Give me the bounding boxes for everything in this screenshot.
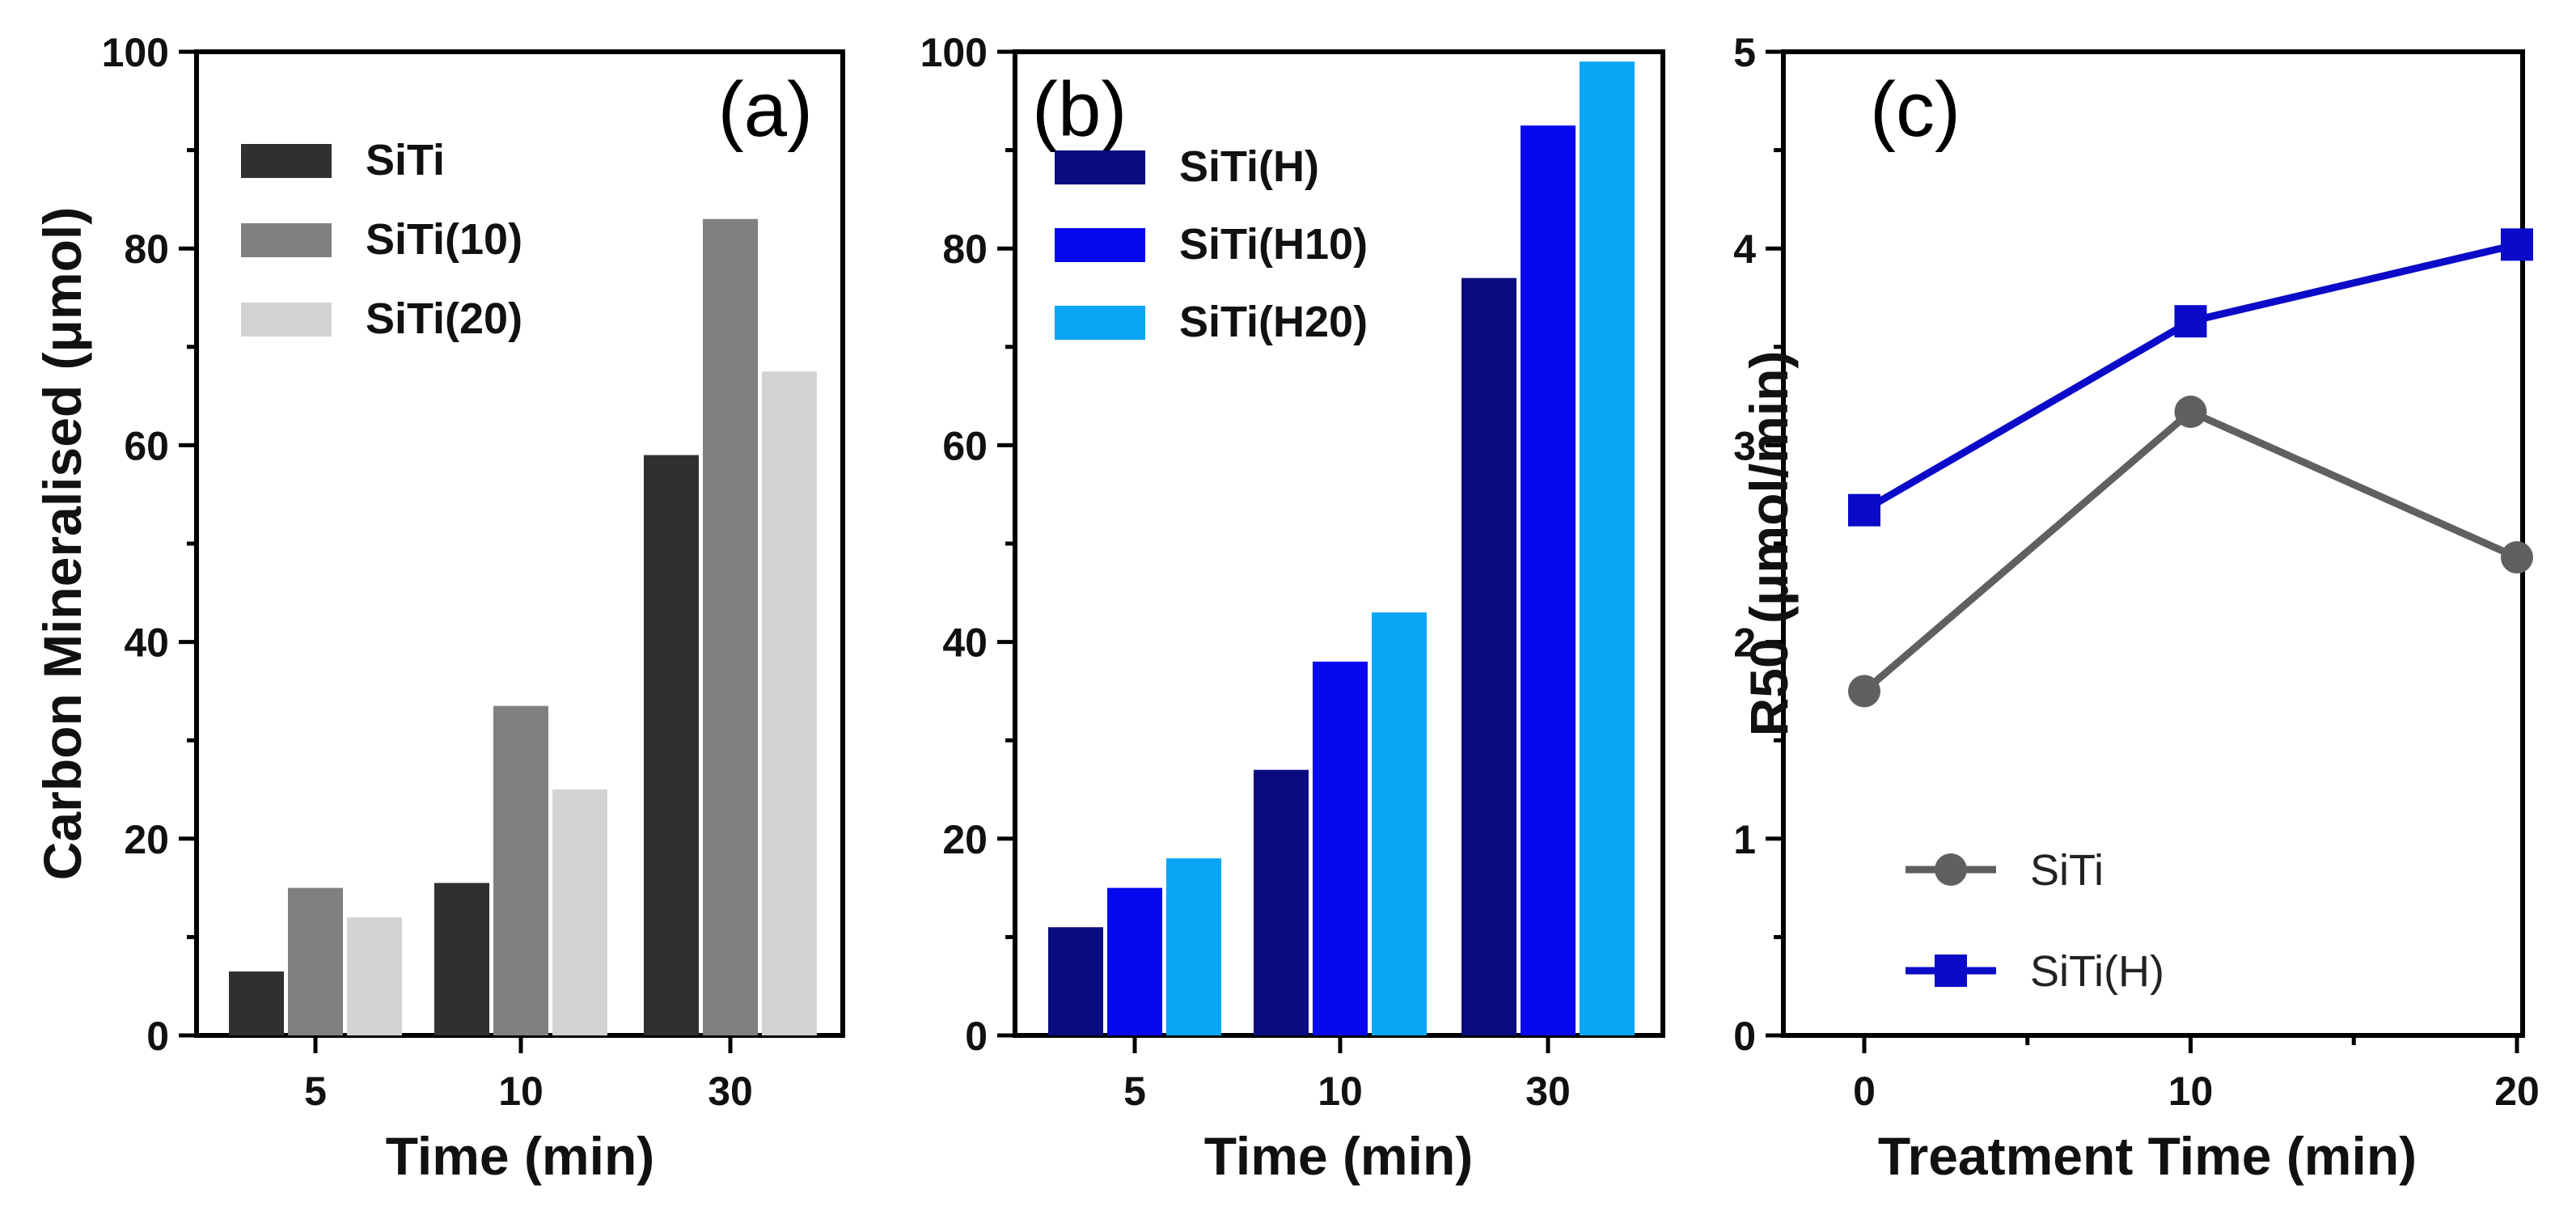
a-y-tick-label-0: 0 [146,1014,169,1059]
b-y-tick-label-60: 60 [942,423,988,468]
b-bar-siti-h10-30 [1521,125,1576,1036]
c-x-tick-label-0: 0 [1853,1069,1876,1114]
a-x-tick-label-30: 30 [708,1069,753,1114]
panel-b: 0 20 40 60 80 100 5 10 30 (b) Time (min) SiTi(H)… [920,30,1665,1186]
a-bar-siti-10 [434,883,489,1035]
b-y-tick-label-100: 100 [920,30,988,75]
c-y-tick-label-0: 0 [1733,1014,1756,1059]
c-point-siti-h-20 [2501,228,2533,261]
a-bar-siti-30 [644,455,699,1035]
c-y-tick-label-1: 1 [1733,817,1756,862]
b-x-tick-label-30: 30 [1525,1069,1571,1114]
b-bar-siti-h-30 [1461,277,1516,1035]
panel-a-legend: SiTi SiTi(10) SiTi(20) [241,136,522,343]
c-y-tick-label-4: 4 [1733,226,1756,272]
a-bar-siti-20-10 [552,790,607,1035]
legend-marker-siti-h [1935,955,1967,987]
legend-swatch-siti-h [1055,150,1145,184]
b-bar-siti-h-5 [1048,927,1103,1035]
a-y-tick-label-40: 40 [124,620,169,666]
legend-label-siti: SiTi [366,136,445,184]
a-bar-siti-5 [229,971,284,1035]
panel-a-label: (a) [718,66,813,153]
c-y-tick-label-2: 2 [1733,620,1756,666]
legend-label-siti-10: SiTi(10) [366,215,522,264]
legend-marker-siti [1935,853,1967,886]
c-point-siti-10 [2174,396,2207,429]
panel-a-bars [229,218,817,1036]
b-y-tick-label-0: 0 [965,1014,988,1059]
a-y-tick-label-80: 80 [124,226,169,272]
legend-label-siti-h: SiTi(H) [2030,947,2164,996]
panel-c-x-axis-title: Treatment Time (min) [1878,1126,2417,1186]
c-y-tick-label-5: 5 [1733,30,1756,75]
panel-c-label: (c) [1870,66,1961,153]
b-bar-siti-h-10 [1254,769,1309,1035]
panel-c-legend: SiTi SiTi(H) [1906,846,2164,996]
legend-label-siti-20: SiTi(20) [366,294,522,343]
a-bar-siti-10-5 [288,887,343,1035]
b-y-tick-label-80: 80 [942,226,988,272]
panel-a: 0 20 40 60 80 100 5 10 30 (a) Time (min) Carbon … [32,30,845,1186]
b-bar-siti-h10-5 [1107,887,1162,1035]
panel-a-ticks: 0 20 40 60 80 100 5 10 30 [102,30,753,1114]
a-bar-siti-20-5 [347,917,402,1035]
a-x-tick-label-5: 5 [304,1069,327,1114]
b-x-tick-label-10: 10 [1318,1069,1363,1114]
a-bar-siti-10-30 [703,218,758,1036]
legend-label-siti: SiTi [2030,846,2104,895]
c-x-tick-label-10: 10 [2168,1069,2214,1114]
a-y-tick-label-60: 60 [124,423,169,468]
panel-c-ticks: 0 1 2 3 4 5 0 10 20 [1733,30,2540,1114]
legend-swatch-siti [241,144,332,178]
legend-label-siti-h10: SiTi(H10) [1179,220,1368,269]
legend-swatch-siti-20 [241,303,332,337]
a-bar-siti-20-30 [762,371,817,1035]
panel-c-y-axis-title: R50 (μmol/min) [1739,351,1799,737]
panel-b-label: (b) [1032,66,1127,153]
panel-b-bars [1048,61,1635,1036]
b-bar-siti-h10-10 [1313,661,1368,1035]
a-x-tick-label-10: 10 [498,1069,544,1114]
b-bar-siti-h20-5 [1166,858,1221,1035]
legend-label-siti-h: SiTi(H) [1179,142,1319,191]
c-y-tick-label-3: 3 [1733,423,1756,468]
legend-label-siti-h20: SiTi(H20) [1179,298,1368,346]
panel-a-y-axis-title: Carbon Mineralised (μmol) [32,207,92,880]
a-bar-siti-10-10 [493,705,548,1035]
legend-swatch-siti-h10 [1055,228,1145,262]
panel-a-x-axis-title: Time (min) [386,1126,654,1186]
b-y-tick-label-20: 20 [942,817,988,862]
b-bar-siti-h20-30 [1580,61,1635,1035]
legend-swatch-siti-10 [241,223,332,257]
b-y-tick-label-40: 40 [942,620,988,666]
a-y-tick-label-100: 100 [102,30,169,75]
c-point-siti-h-10 [2174,305,2207,338]
c-point-siti-h-0 [1848,493,1880,527]
panel-c: 0 1 2 3 4 5 0 10 20 (c) Treatment Time (min) R50… [1733,30,2540,1186]
panel-b-legend: SiTi(H) SiTi(H10) SiTi(H20) [1055,142,1368,346]
b-bar-siti-h20-10 [1372,612,1427,1035]
legend-swatch-siti-h20 [1055,306,1145,340]
c-line-siti-h [1862,240,2519,514]
c-x-tick-label-20: 20 [2494,1069,2540,1114]
panel-b-x-axis-title: Time (min) [1204,1126,1473,1186]
panel-b-ticks: 0 20 40 60 80 100 5 10 30 [920,30,1571,1114]
b-x-tick-label-5: 5 [1123,1069,1146,1114]
c-point-siti-20 [2501,541,2533,574]
a-y-tick-label-20: 20 [124,817,169,862]
c-point-siti-0 [1848,675,1880,708]
panel-c-lines [1848,228,2533,708]
